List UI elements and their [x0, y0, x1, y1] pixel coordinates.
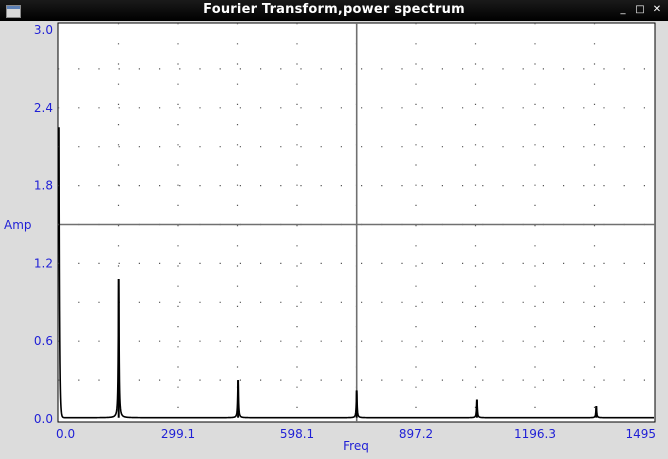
window-icon[interactable] [6, 5, 21, 18]
minimize-button[interactable]: _ [620, 4, 626, 15]
x-axis-label: Freq [343, 439, 369, 453]
y-tick-label: 1.8 [34, 179, 53, 193]
y-tick-label: 1.2 [34, 256, 53, 270]
y-tick-label: 3.0 [34, 23, 53, 37]
power-spectrum-chart[interactable]: 0.0 0.6 1.2 1.8 2.4 3.0 0.0 299.1 598.1 897.2 119… [0, 21, 668, 459]
x-tick-labels: 0.0 299.1 598.1 897.2 1196.3 1495 [56, 427, 656, 441]
y-tick-label: 0.6 [34, 334, 53, 348]
y-tick-label: 2.4 [34, 101, 53, 115]
series-layer [58, 127, 654, 419]
chart-window-client: 0.0 0.6 1.2 1.8 2.4 3.0 0.0 299.1 598.1 897.2 119… [0, 21, 668, 459]
x-tick-label: 0.0 [56, 427, 75, 441]
x-tick-label: 1495 [625, 427, 656, 441]
y-tick-label: 0.0 [34, 412, 53, 426]
x-tick-label: 897.2 [399, 427, 433, 441]
y-axis-label: Amp [4, 218, 32, 232]
crosshair [58, 23, 655, 422]
title-bar[interactable]: Fourier Transform,power spectrum _ □ ✕ [0, 0, 668, 21]
y-tick-labels: 0.0 0.6 1.2 1.8 2.4 3.0 [34, 23, 53, 426]
close-button[interactable]: ✕ [652, 4, 662, 15]
x-tick-label: 1196.3 [514, 427, 556, 441]
x-tick-label: 299.1 [161, 427, 195, 441]
x-tick-label: 598.1 [280, 427, 314, 441]
window-title: Fourier Transform,power spectrum [203, 2, 465, 17]
maximize-button[interactable]: □ [635, 4, 645, 15]
